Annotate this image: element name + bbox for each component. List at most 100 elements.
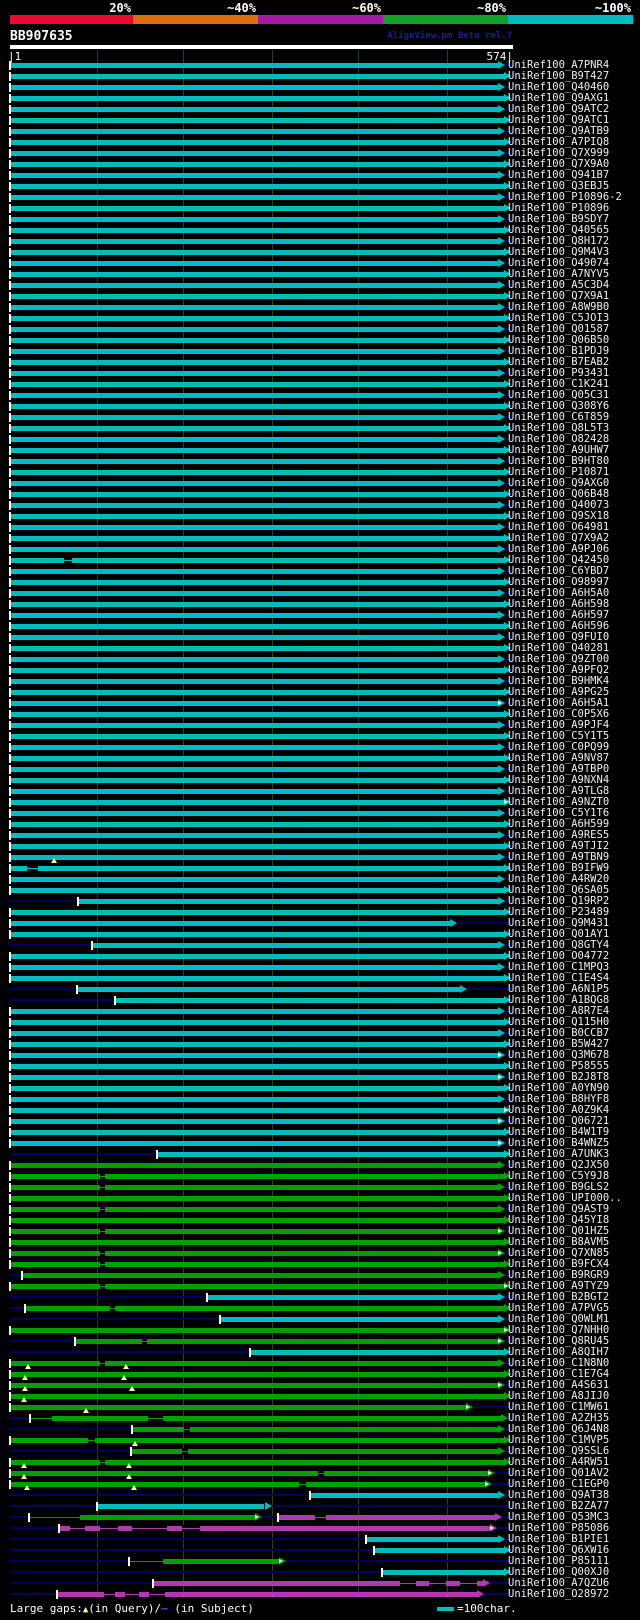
hit-label[interactable]: UniRef100_Q9FUI0 bbox=[508, 630, 610, 643]
hit-bar[interactable] bbox=[10, 579, 504, 585]
hit-bar[interactable] bbox=[10, 95, 504, 101]
hit-bar[interactable] bbox=[10, 887, 504, 893]
hit-label[interactable]: UniRef100_Q06721 bbox=[508, 1114, 610, 1127]
hit-label[interactable]: UniRef100_A6H598 bbox=[508, 597, 610, 610]
hit-bar[interactable] bbox=[77, 986, 461, 992]
hit-bar[interactable] bbox=[10, 678, 498, 684]
hit-label[interactable]: UniRef100_C5Y1T6 bbox=[508, 806, 610, 819]
hit-bar[interactable] bbox=[10, 513, 504, 519]
hit-bar[interactable] bbox=[29, 1514, 255, 1520]
hit-bar[interactable] bbox=[10, 194, 498, 200]
hit-label[interactable]: UniRef100_A7PNR4 bbox=[508, 58, 610, 71]
hit-label[interactable]: UniRef100_A9TYZ9 bbox=[508, 1279, 610, 1292]
hit-label[interactable]: UniRef100_A9NXN4 bbox=[508, 773, 610, 786]
hit-label[interactable]: UniRef100_B1PIE1 bbox=[508, 1532, 610, 1545]
hit-bar[interactable] bbox=[10, 348, 498, 354]
hit-bar[interactable] bbox=[381, 1569, 504, 1575]
hit-label[interactable]: UniRef100_C5JOI3 bbox=[508, 311, 610, 324]
hit-bar[interactable] bbox=[30, 1415, 501, 1421]
hit-label[interactable]: UniRef100_C1MVP5 bbox=[508, 1433, 610, 1446]
hit-bar[interactable] bbox=[10, 1206, 498, 1212]
hit-bar[interactable] bbox=[10, 1129, 504, 1135]
hit-bar[interactable] bbox=[10, 128, 498, 134]
hit-bar[interactable] bbox=[10, 821, 504, 827]
hit-label[interactable]: UniRef100_A2ZH35 bbox=[508, 1411, 610, 1424]
hit-bar[interactable] bbox=[57, 1591, 478, 1597]
hit-label[interactable]: UniRef100_Q8H172 bbox=[508, 234, 610, 247]
hit-label[interactable]: UniRef100_B8AVM5 bbox=[508, 1235, 610, 1248]
hit-label[interactable]: UniRef100_A8QIH7 bbox=[508, 1345, 610, 1358]
hit-label[interactable]: UniRef100_O82428 bbox=[508, 432, 610, 445]
hit-label[interactable]: UniRef100_Q8GTY4 bbox=[508, 938, 610, 951]
hit-bar[interactable] bbox=[10, 689, 504, 695]
hit-bar[interactable] bbox=[10, 1030, 498, 1036]
hit-label[interactable]: UniRef100_A9PJ06 bbox=[508, 542, 610, 555]
hit-label[interactable]: UniRef100_Q9ATC1 bbox=[508, 113, 610, 126]
hit-label[interactable]: UniRef100_A8R7E4 bbox=[508, 1004, 610, 1017]
hit-bar[interactable] bbox=[74, 1338, 498, 1344]
hit-label[interactable]: UniRef100_A7QZU6 bbox=[508, 1576, 610, 1589]
hit-bar[interactable] bbox=[219, 1316, 498, 1322]
hit-bar[interactable] bbox=[10, 722, 498, 728]
hit-label[interactable]: UniRef100_A6H5A0 bbox=[508, 586, 610, 599]
hit-bar[interactable] bbox=[10, 634, 498, 640]
hit-bar[interactable] bbox=[10, 293, 504, 299]
hit-label[interactable]: UniRef100_C1K241 bbox=[508, 377, 610, 390]
hit-bar[interactable] bbox=[10, 1228, 498, 1234]
hit-bar[interactable] bbox=[10, 1085, 504, 1091]
hit-label[interactable]: UniRef100_B0CCB7 bbox=[508, 1026, 610, 1039]
hit-label[interactable]: UniRef100_A0YN90 bbox=[508, 1081, 610, 1094]
hit-bar[interactable] bbox=[10, 1327, 504, 1333]
hit-bar[interactable] bbox=[10, 172, 498, 178]
hit-label[interactable]: UniRef100_Q40460 bbox=[508, 80, 610, 93]
hit-bar[interactable] bbox=[206, 1294, 498, 1300]
hit-label[interactable]: UniRef100_A7NYV5 bbox=[508, 267, 610, 280]
hit-label[interactable]: UniRef100_A9PFQ2 bbox=[508, 663, 610, 676]
hit-bar[interactable] bbox=[309, 1492, 498, 1498]
hit-label[interactable]: UniRef100_Q7X9A2 bbox=[508, 531, 610, 544]
hit-bar[interactable] bbox=[10, 557, 504, 563]
hit-bar[interactable] bbox=[10, 425, 504, 431]
hit-bar[interactable] bbox=[10, 568, 498, 574]
hit-label[interactable]: UniRef100_P10896 bbox=[508, 201, 610, 214]
hit-bar[interactable] bbox=[277, 1514, 496, 1520]
hit-bar[interactable] bbox=[10, 216, 498, 222]
hit-label[interactable]: UniRef100_A6H597 bbox=[508, 608, 610, 621]
hit-bar[interactable] bbox=[10, 436, 498, 442]
hit-label[interactable]: UniRef100_P10896-2 bbox=[508, 190, 622, 203]
hit-label[interactable]: UniRef100_O49074 bbox=[508, 256, 610, 269]
hit-label[interactable]: UniRef100_Q7X999 bbox=[508, 146, 610, 159]
hit-bar[interactable] bbox=[10, 964, 498, 970]
hit-label[interactable]: UniRef100_A6H599 bbox=[508, 817, 610, 830]
hit-label[interactable]: UniRef100_A5C3D4 bbox=[508, 278, 610, 291]
hit-bar[interactable] bbox=[10, 1360, 498, 1366]
hit-label[interactable]: UniRef100_Q3EBJ5 bbox=[508, 179, 610, 192]
hit-bar[interactable] bbox=[10, 1107, 504, 1113]
hit-label[interactable]: UniRef100_B9SDY7 bbox=[508, 212, 610, 225]
hit-bar[interactable] bbox=[10, 1140, 498, 1146]
hit-bar[interactable] bbox=[10, 1217, 504, 1223]
hit-label[interactable]: UniRef100_B9GLS2 bbox=[508, 1180, 610, 1193]
hit-label[interactable]: UniRef100_C1N8N0 bbox=[508, 1356, 610, 1369]
hit-bar[interactable] bbox=[78, 898, 498, 904]
hit-label[interactable]: UniRef100_Q115H0 bbox=[508, 1015, 610, 1028]
hit-bar[interactable] bbox=[10, 612, 498, 618]
hit-bar[interactable] bbox=[10, 524, 498, 530]
hit-label[interactable]: UniRef100_O28972 bbox=[508, 1587, 610, 1600]
hit-bar[interactable] bbox=[10, 744, 498, 750]
hit-label[interactable]: UniRef100_Q6XW16 bbox=[508, 1543, 610, 1556]
hit-label[interactable]: UniRef100_Q9AT38 bbox=[508, 1488, 610, 1501]
hit-label[interactable]: UniRef100_Q9M431 bbox=[508, 916, 610, 929]
hit-label[interactable]: UniRef100_Q9AXG1 bbox=[508, 91, 610, 104]
hit-label[interactable]: UniRef100_C0P5X6 bbox=[508, 707, 610, 720]
hit-label[interactable]: UniRef100_O98997 bbox=[508, 575, 610, 588]
hit-bar[interactable] bbox=[10, 1118, 498, 1124]
hit-label[interactable]: UniRef100_A4RW20 bbox=[508, 872, 610, 885]
hit-bar[interactable] bbox=[10, 645, 504, 651]
hit-bar[interactable] bbox=[10, 491, 504, 497]
hit-label[interactable]: UniRef100_C6YBD7 bbox=[508, 564, 610, 577]
hit-label[interactable]: UniRef100_Q7X9A1 bbox=[508, 289, 610, 302]
hit-bar[interactable] bbox=[10, 1019, 504, 1025]
hit-label[interactable]: UniRef100_P58555 bbox=[508, 1059, 610, 1072]
hit-bar[interactable] bbox=[10, 931, 504, 937]
